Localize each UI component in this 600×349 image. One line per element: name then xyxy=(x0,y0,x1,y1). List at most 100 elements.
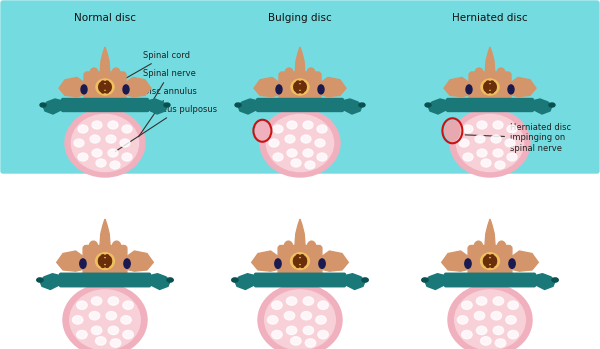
Ellipse shape xyxy=(307,241,316,252)
Polygon shape xyxy=(442,251,471,271)
Ellipse shape xyxy=(101,265,104,267)
Polygon shape xyxy=(123,77,151,97)
Ellipse shape xyxy=(285,135,295,143)
Ellipse shape xyxy=(80,259,86,268)
Ellipse shape xyxy=(106,135,116,143)
Ellipse shape xyxy=(481,79,499,95)
Ellipse shape xyxy=(122,125,132,133)
Ellipse shape xyxy=(96,79,114,95)
Polygon shape xyxy=(344,274,365,289)
FancyBboxPatch shape xyxy=(59,273,151,287)
Ellipse shape xyxy=(493,149,503,157)
Ellipse shape xyxy=(291,79,309,95)
Ellipse shape xyxy=(232,278,238,282)
Polygon shape xyxy=(238,99,258,114)
Ellipse shape xyxy=(318,85,324,94)
Ellipse shape xyxy=(491,255,494,257)
Ellipse shape xyxy=(359,103,365,107)
Ellipse shape xyxy=(103,85,107,89)
Ellipse shape xyxy=(301,82,306,91)
Ellipse shape xyxy=(298,85,302,89)
Ellipse shape xyxy=(303,121,313,129)
Ellipse shape xyxy=(296,91,299,93)
Ellipse shape xyxy=(269,139,279,147)
Polygon shape xyxy=(425,274,446,289)
Ellipse shape xyxy=(484,82,489,91)
Ellipse shape xyxy=(101,91,104,93)
Ellipse shape xyxy=(301,257,307,266)
Ellipse shape xyxy=(493,326,503,335)
Ellipse shape xyxy=(474,312,485,320)
Ellipse shape xyxy=(301,312,311,320)
Ellipse shape xyxy=(317,153,327,161)
Ellipse shape xyxy=(477,149,487,157)
Polygon shape xyxy=(508,77,536,97)
Ellipse shape xyxy=(124,259,130,268)
Ellipse shape xyxy=(74,139,84,147)
Ellipse shape xyxy=(106,81,109,83)
Ellipse shape xyxy=(108,297,119,305)
Polygon shape xyxy=(254,77,282,97)
Ellipse shape xyxy=(457,114,524,172)
Ellipse shape xyxy=(73,316,83,324)
Ellipse shape xyxy=(505,139,515,147)
Ellipse shape xyxy=(491,82,496,91)
Ellipse shape xyxy=(448,284,532,349)
Ellipse shape xyxy=(491,265,494,267)
Ellipse shape xyxy=(506,316,516,324)
Ellipse shape xyxy=(273,125,283,133)
FancyBboxPatch shape xyxy=(468,245,512,277)
Ellipse shape xyxy=(298,259,302,263)
Ellipse shape xyxy=(106,82,111,91)
Ellipse shape xyxy=(291,159,301,167)
FancyBboxPatch shape xyxy=(446,98,533,111)
Ellipse shape xyxy=(112,241,121,252)
Ellipse shape xyxy=(425,103,431,107)
Ellipse shape xyxy=(265,290,335,349)
FancyBboxPatch shape xyxy=(62,98,149,111)
Ellipse shape xyxy=(476,326,487,335)
Ellipse shape xyxy=(92,149,102,157)
Ellipse shape xyxy=(509,259,515,268)
Text: Bulging disc: Bulging disc xyxy=(268,13,332,23)
Ellipse shape xyxy=(286,297,297,305)
Polygon shape xyxy=(318,77,346,97)
Ellipse shape xyxy=(78,153,88,161)
Ellipse shape xyxy=(106,91,109,93)
Ellipse shape xyxy=(70,290,140,349)
Ellipse shape xyxy=(461,301,472,310)
Ellipse shape xyxy=(315,139,325,147)
Ellipse shape xyxy=(316,316,326,324)
Ellipse shape xyxy=(301,265,304,267)
Ellipse shape xyxy=(508,85,514,94)
Ellipse shape xyxy=(276,85,282,94)
Ellipse shape xyxy=(549,103,555,107)
Ellipse shape xyxy=(463,125,473,133)
Ellipse shape xyxy=(487,81,490,83)
Polygon shape xyxy=(100,47,110,75)
Ellipse shape xyxy=(37,278,43,282)
Ellipse shape xyxy=(491,257,497,266)
Ellipse shape xyxy=(285,68,293,78)
Ellipse shape xyxy=(455,290,525,349)
Polygon shape xyxy=(444,77,472,97)
Text: Herniated disc
impinging on
spinal nerve: Herniated disc impinging on spinal nerve xyxy=(465,123,571,153)
Ellipse shape xyxy=(491,91,493,93)
Ellipse shape xyxy=(108,149,118,157)
Ellipse shape xyxy=(235,103,241,107)
Ellipse shape xyxy=(120,139,130,147)
Ellipse shape xyxy=(495,339,506,347)
Ellipse shape xyxy=(508,331,518,339)
Ellipse shape xyxy=(463,153,473,161)
Ellipse shape xyxy=(466,85,472,94)
Ellipse shape xyxy=(487,91,490,93)
Ellipse shape xyxy=(284,241,293,252)
Ellipse shape xyxy=(301,91,304,93)
Ellipse shape xyxy=(293,257,299,266)
Ellipse shape xyxy=(286,326,297,335)
Ellipse shape xyxy=(296,81,299,83)
Polygon shape xyxy=(295,219,305,248)
Ellipse shape xyxy=(167,278,173,282)
Polygon shape xyxy=(428,99,448,114)
FancyBboxPatch shape xyxy=(84,72,126,102)
